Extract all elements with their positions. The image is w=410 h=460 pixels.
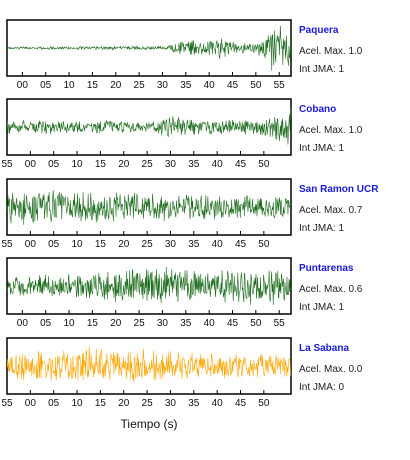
station-panel: 00 05 10 15 20 25 30 35 40 45 50 55 Puntarenas Acel. … bbox=[6, 257, 363, 329]
tick-label: 10 bbox=[63, 318, 75, 329]
jma-intensity: Int JMA: 1 bbox=[299, 302, 344, 313]
tick-label: 40 bbox=[204, 318, 216, 329]
tick-label: 20 bbox=[110, 80, 122, 91]
tick-label: 35 bbox=[188, 398, 200, 409]
time-axis: 00 05 10 15 20 25 30 35 40 45 50 55 bbox=[17, 72, 285, 91]
tick-label: 50 bbox=[258, 239, 270, 250]
station-panel: 55 00 05 10 15 20 25 30 35 40 45 50 La Sabana Acel. M… bbox=[1, 337, 363, 409]
tick-label: 45 bbox=[235, 398, 247, 409]
tick-label: 35 bbox=[180, 318, 192, 329]
tick-label: 10 bbox=[71, 159, 83, 170]
tick-label: 15 bbox=[95, 159, 107, 170]
tick-label: 30 bbox=[157, 318, 169, 329]
station-name: Paquera bbox=[299, 25, 339, 36]
panel-frame bbox=[6, 98, 292, 156]
tick-label: 05 bbox=[40, 80, 52, 91]
time-axis: 55 00 05 10 15 20 25 30 35 40 45 50 bbox=[1, 151, 270, 170]
tick-label: 55 bbox=[1, 159, 13, 170]
station-name: San Ramon UCR bbox=[299, 184, 379, 195]
station-name: Puntarenas bbox=[299, 263, 354, 274]
jma-intensity: Int JMA: 1 bbox=[299, 223, 344, 234]
tick-label: 15 bbox=[95, 239, 107, 250]
tick-label: 20 bbox=[118, 159, 130, 170]
waveform-trace bbox=[6, 346, 292, 383]
tick-label: 05 bbox=[48, 398, 60, 409]
tick-label: 40 bbox=[204, 80, 216, 91]
jma-intensity: Int JMA: 1 bbox=[299, 64, 344, 75]
waveform-trace bbox=[6, 190, 292, 225]
tick-label: 15 bbox=[87, 318, 99, 329]
tick-label: 45 bbox=[235, 159, 247, 170]
jma-intensity: Int JMA: 1 bbox=[299, 143, 344, 154]
tick-label: 35 bbox=[180, 80, 192, 91]
tick-label: 15 bbox=[87, 80, 99, 91]
waveform-trace bbox=[6, 266, 292, 305]
tick-label: 00 bbox=[25, 398, 37, 409]
tick-label: 25 bbox=[134, 318, 146, 329]
waveform-trace bbox=[6, 26, 292, 71]
tick-label: 15 bbox=[95, 398, 107, 409]
tick-label: 55 bbox=[1, 398, 13, 409]
time-axis: 55 00 05 10 15 20 25 30 35 40 45 50 bbox=[1, 231, 270, 250]
tick-label: 50 bbox=[250, 80, 262, 91]
max-acceleration: Acel. Max. 1.0 bbox=[299, 46, 363, 57]
tick-label: 05 bbox=[48, 239, 60, 250]
max-acceleration: Acel. Max. 0.7 bbox=[299, 205, 363, 216]
station-panel: 55 00 05 10 15 20 25 30 35 40 45 50 San Ramon UCR Ace… bbox=[1, 178, 379, 250]
time-axis: 55 00 05 10 15 20 25 30 35 40 45 50 bbox=[1, 390, 270, 409]
max-acceleration: Acel. Max. 0.6 bbox=[299, 284, 363, 295]
max-acceleration: Acel. Max. 0.0 bbox=[299, 364, 363, 375]
station-name: Cobano bbox=[299, 104, 336, 115]
station-panel: 55 00 05 10 15 20 25 30 35 40 45 50 Cobano Acel. Max.… bbox=[1, 98, 363, 170]
x-axis-title: Tiempo (s) bbox=[121, 417, 178, 431]
tick-label: 00 bbox=[25, 239, 37, 250]
tick-label: 10 bbox=[71, 398, 83, 409]
tick-label: 10 bbox=[63, 80, 75, 91]
panel-frame bbox=[6, 337, 292, 395]
tick-label: 25 bbox=[142, 398, 154, 409]
panel-frame bbox=[6, 257, 292, 315]
tick-label: 40 bbox=[212, 398, 224, 409]
station-panel: 00 05 10 15 20 25 30 35 40 45 50 55 Paquera Acel. Max… bbox=[6, 19, 363, 91]
tick-label: 45 bbox=[235, 239, 247, 250]
tick-label: 55 bbox=[274, 318, 286, 329]
tick-label: 45 bbox=[227, 318, 239, 329]
jma-intensity: Int JMA: 0 bbox=[299, 382, 344, 393]
tick-label: 25 bbox=[134, 80, 146, 91]
tick-label: 50 bbox=[258, 398, 270, 409]
tick-label: 25 bbox=[142, 159, 154, 170]
tick-label: 20 bbox=[118, 398, 130, 409]
tick-label: 35 bbox=[188, 159, 200, 170]
tick-label: 00 bbox=[17, 80, 29, 91]
tick-label: 40 bbox=[212, 159, 224, 170]
tick-label: 10 bbox=[71, 239, 83, 250]
tick-label: 45 bbox=[227, 80, 239, 91]
tick-label: 20 bbox=[110, 318, 122, 329]
tick-label: 00 bbox=[17, 318, 29, 329]
max-acceleration: Acel. Max. 1.0 bbox=[299, 125, 363, 136]
tick-label: 35 bbox=[188, 239, 200, 250]
tick-label: 20 bbox=[118, 239, 130, 250]
tick-label: 55 bbox=[1, 239, 13, 250]
station-name: La Sabana bbox=[299, 343, 349, 354]
tick-label: 30 bbox=[157, 80, 169, 91]
tick-label: 50 bbox=[258, 159, 270, 170]
tick-label: 05 bbox=[40, 318, 52, 329]
tick-label: 00 bbox=[25, 159, 37, 170]
tick-label: 25 bbox=[142, 239, 154, 250]
waveform-trace bbox=[6, 107, 292, 145]
tick-label: 50 bbox=[250, 318, 262, 329]
tick-label: 05 bbox=[48, 159, 60, 170]
tick-label: 55 bbox=[274, 80, 286, 91]
tick-label: 30 bbox=[165, 398, 177, 409]
time-axis: 00 05 10 15 20 25 30 35 40 45 50 55 bbox=[17, 310, 285, 329]
tick-label: 40 bbox=[212, 239, 224, 250]
tick-label: 30 bbox=[165, 159, 177, 170]
tick-label: 30 bbox=[165, 239, 177, 250]
